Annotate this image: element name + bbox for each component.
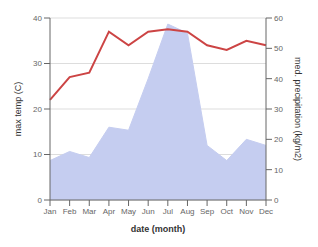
- svg-text:0: 0: [38, 196, 43, 205]
- svg-text:date (month): date (month): [131, 224, 186, 234]
- svg-text:Aug: Aug: [180, 207, 194, 216]
- svg-text:Sep: Sep: [200, 207, 215, 216]
- svg-text:40: 40: [274, 75, 283, 84]
- svg-text:max temp (C): max temp (C): [13, 82, 23, 137]
- svg-text:30: 30: [274, 105, 283, 114]
- svg-text:30: 30: [33, 59, 42, 68]
- svg-text:40: 40: [33, 14, 42, 23]
- svg-text:med. precipitation (kg/m2): med. precipitation (kg/m2): [293, 57, 303, 161]
- svg-text:50: 50: [274, 44, 283, 53]
- svg-text:Oct: Oct: [221, 207, 234, 216]
- svg-text:Jun: Jun: [142, 207, 155, 216]
- svg-text:Dec: Dec: [259, 207, 273, 216]
- svg-text:20: 20: [274, 135, 283, 144]
- svg-text:20: 20: [33, 105, 42, 114]
- svg-text:Jul: Jul: [163, 207, 173, 216]
- svg-text:Feb: Feb: [63, 207, 77, 216]
- svg-text:10: 10: [33, 150, 42, 159]
- svg-text:Nov: Nov: [239, 207, 253, 216]
- svg-text:Apr: Apr: [103, 207, 116, 216]
- svg-text:May: May: [121, 207, 136, 216]
- svg-text:Jan: Jan: [44, 207, 57, 216]
- svg-text:60: 60: [274, 14, 283, 23]
- svg-text:10: 10: [274, 166, 283, 175]
- svg-text:Mar: Mar: [82, 207, 96, 216]
- svg-text:0: 0: [274, 196, 279, 205]
